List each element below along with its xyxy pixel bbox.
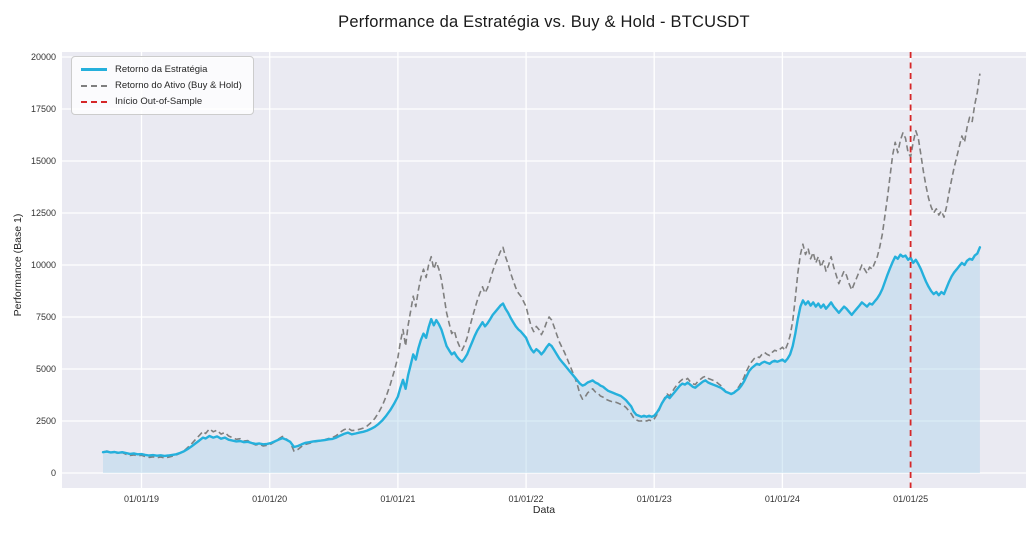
legend: Retorno da Estratégia Retorno do Ativo (… [71, 56, 254, 115]
strategy-line-swatch-icon [81, 68, 107, 71]
x-axis-title: Data [532, 504, 556, 516]
chart-title: Performance da Estratégia vs. Buy & Hold… [338, 13, 750, 31]
legend-item-strategy: Retorno da Estratégia [81, 64, 242, 75]
buyhold-line [102, 73, 981, 459]
legend-item-out-of-sample: Início Out-of-Sample [81, 96, 242, 107]
y-axis-title: Performance (Base 1) [12, 213, 24, 317]
buyhold-line-swatch-icon [81, 84, 107, 87]
legend-item-buyhold: Retorno do Ativo (Buy & Hold) [81, 80, 242, 91]
legend-label: Retorno do Ativo (Buy & Hold) [115, 80, 242, 91]
legend-label: Início Out-of-Sample [115, 96, 203, 107]
legend-label: Retorno da Estratégia [115, 64, 208, 75]
strategy-line [101, 246, 982, 458]
strategy-area-fill [103, 247, 980, 473]
out-of-sample-line-swatch-icon [81, 100, 107, 103]
